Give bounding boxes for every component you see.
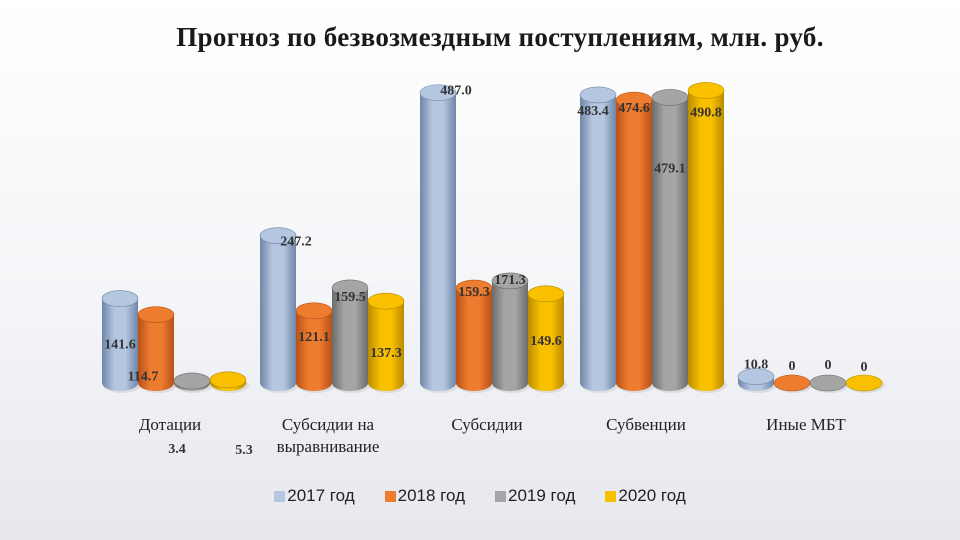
legend-item: 2017 год	[274, 486, 355, 506]
bar-5-series-3	[809, 374, 849, 393]
data-label: 10.8	[744, 358, 769, 373]
bar-2-series-3	[331, 279, 371, 393]
data-label: 0	[861, 360, 868, 375]
data-label: 114.7	[128, 370, 159, 385]
legend-swatch	[274, 490, 286, 502]
legend-label: 2019 год	[508, 486, 576, 505]
data-labels-group: 141.6 247.2 487.0 483.4 10.8 114.7 121.1 159.3 4…	[104, 84, 867, 458]
data-label: 0	[789, 359, 796, 374]
bar-2-series-4	[367, 292, 407, 393]
bar-3-series-1	[419, 84, 459, 393]
data-label: 0	[825, 358, 832, 373]
legend-label: 2020 год	[618, 486, 686, 505]
legend-label: 2018 год	[397, 486, 465, 505]
data-label: 483.4	[577, 104, 609, 119]
data-label: 247.2	[280, 235, 312, 250]
data-label: 5.3	[235, 443, 253, 458]
legend: 2017 год 2018 год 2019 год 2020 год	[0, 486, 960, 506]
data-label: 159.3	[458, 285, 490, 300]
data-label: 479.1	[654, 161, 686, 176]
category-label: Дотации	[139, 415, 201, 434]
chart-title: Прогноз по безвозмездным поступлениям, м…	[176, 22, 824, 52]
bar-5-series-1	[737, 368, 777, 393]
category-label: Субвенции	[606, 415, 686, 434]
bar-4-series-2	[615, 91, 655, 393]
category-labels-group: Дотации Субсидии на выравнивание Субсидии Су…	[139, 415, 847, 456]
data-label: 149.6	[530, 334, 562, 349]
data-label: 121.1	[298, 330, 330, 345]
bar-1-series-3	[173, 372, 213, 393]
legend-label: 2017 год	[287, 486, 355, 505]
category-label: Субсидии на выравнивание	[277, 415, 380, 456]
data-label: 474.6	[618, 101, 650, 116]
bar-2-series-2	[295, 302, 335, 393]
data-label: 137.3	[370, 346, 402, 361]
bar-3-series-3	[491, 272, 531, 393]
bar-4-series-3	[651, 89, 691, 393]
data-label: 487.0	[440, 84, 472, 99]
bar-1-series-4	[209, 371, 249, 393]
bar-4-series-1	[579, 86, 619, 393]
bar-3-series-2	[455, 279, 495, 393]
legend-item: 2018 год	[384, 486, 465, 506]
bar-1-series-1	[101, 290, 141, 393]
bars-group	[101, 82, 885, 393]
data-label: 490.8	[690, 105, 722, 120]
bar-5-series-4	[845, 374, 885, 393]
bar-5-series-2	[773, 374, 813, 393]
data-label: 159.5	[334, 290, 366, 305]
data-label: 141.6	[104, 338, 136, 353]
legend-swatch	[384, 490, 396, 502]
legend-item: 2019 год	[495, 486, 575, 506]
legend-swatch	[495, 490, 506, 502]
bar-chart: 141.6 247.2 487.0 483.4 10.8 114.7 121.1 159.3 4…	[101, 82, 885, 458]
category-label: Иные МБТ	[766, 415, 846, 434]
data-label: 171.3	[494, 273, 526, 288]
bar-1-series-2	[137, 306, 177, 393]
bar-2-series-1	[259, 227, 299, 393]
category-label: Субсидии	[451, 415, 522, 434]
data-label: 3.4	[168, 442, 186, 457]
bar-4-series-4	[687, 82, 727, 393]
legend-swatch	[605, 490, 617, 502]
bar-3-series-4	[527, 285, 567, 393]
legend-item: 2020 год	[605, 486, 686, 506]
